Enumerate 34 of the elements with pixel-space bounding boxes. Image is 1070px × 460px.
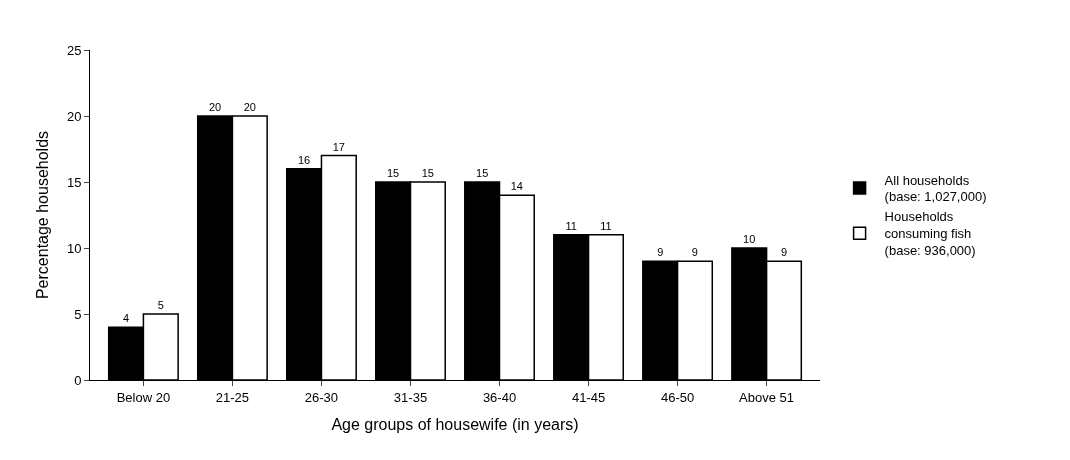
y-tick-label: 5: [74, 306, 82, 322]
y-tick-label: 20: [66, 108, 82, 124]
data-label: 14: [510, 180, 523, 193]
data-label: 11: [565, 219, 577, 232]
x-tick-label: 31-35: [393, 389, 428, 405]
data-label: 15: [387, 167, 400, 179]
data-label: 9: [780, 246, 788, 259]
y-tick-label: 0: [74, 372, 82, 388]
data-label: 15: [476, 167, 489, 179]
y-axis-title: Percentage households: [34, 130, 51, 300]
y-tick-label: 10: [66, 240, 82, 256]
x-axis-title: Age groups of housewife (in years): [331, 416, 579, 434]
x-tick-label: 36-40: [482, 389, 517, 405]
x-tick-label: Below 20: [116, 389, 171, 405]
data-label: 10: [743, 233, 756, 245]
data-label: 9: [657, 246, 664, 259]
x-tick-label: 21-25: [215, 389, 250, 405]
data-label: 17: [332, 140, 345, 153]
data-label: 4: [122, 312, 130, 325]
legend-label: All households (base: 1,027,000): [884, 172, 987, 205]
y-tick-label: 25: [66, 42, 82, 58]
data-label: 9: [691, 246, 698, 259]
x-tick-label: 46-50: [660, 389, 695, 405]
x-tick-label: 41-45: [571, 389, 606, 405]
data-label: 15: [421, 167, 434, 179]
data-label: 11: [600, 219, 612, 232]
y-tick-label: 15: [66, 174, 82, 190]
x-tick-label: Above 51: [739, 389, 795, 405]
legend-label: Households consuming fish (base: 936,000): [884, 209, 976, 259]
data-label: 5: [157, 299, 164, 311]
data-label: 20: [243, 101, 256, 113]
x-tick-label: 26-30: [304, 389, 339, 405]
data-label: 16: [297, 153, 311, 166]
data-label: 20: [208, 101, 222, 113]
